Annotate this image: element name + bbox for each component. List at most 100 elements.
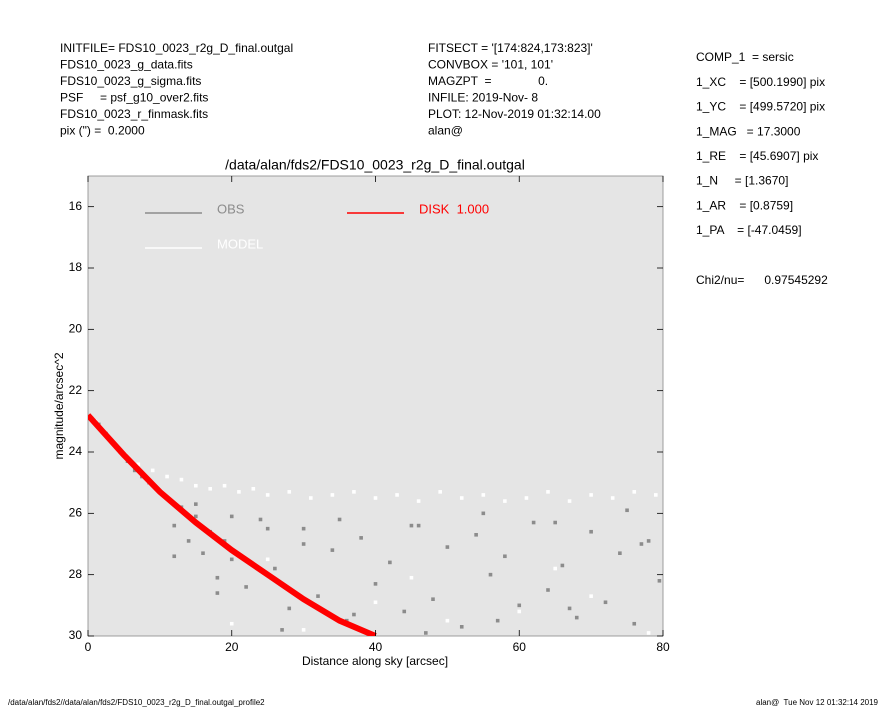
footer-left: /data/alan/fds2//data/alan/fds2/FDS10_00… bbox=[8, 698, 265, 707]
point bbox=[150, 468, 155, 473]
point bbox=[301, 526, 306, 531]
point bbox=[258, 517, 263, 522]
point bbox=[474, 533, 478, 537]
point bbox=[459, 496, 464, 500]
chi2: Chi2/nu= 0.97545292 bbox=[696, 273, 828, 287]
point bbox=[632, 490, 637, 494]
point bbox=[172, 554, 177, 559]
y-tick-label: 20 bbox=[69, 322, 83, 336]
point bbox=[503, 554, 507, 559]
info-left: FDS10_0023_g_sigma.fits bbox=[60, 74, 201, 88]
point bbox=[352, 490, 356, 494]
point bbox=[409, 575, 414, 580]
info-left: pix (") = 0.2000 bbox=[60, 124, 145, 138]
x-tick-label: 0 bbox=[85, 640, 92, 654]
point bbox=[503, 499, 507, 503]
point bbox=[481, 493, 486, 497]
point bbox=[646, 539, 651, 543]
info-right: 1_AR = [0.8759] bbox=[696, 198, 793, 212]
info-middle: alan@ bbox=[428, 124, 463, 138]
point bbox=[409, 523, 414, 528]
info-right: 1_N = [1.3670] bbox=[696, 174, 788, 188]
point bbox=[194, 514, 198, 519]
point bbox=[215, 591, 220, 595]
point bbox=[330, 493, 335, 497]
y-tick-label: 22 bbox=[69, 383, 83, 397]
point bbox=[618, 551, 622, 555]
point bbox=[136, 462, 141, 467]
point bbox=[309, 496, 313, 500]
info-right: 1_YC = [499.5720] pix bbox=[696, 100, 825, 114]
point bbox=[229, 621, 234, 626]
point bbox=[373, 496, 378, 500]
point bbox=[646, 631, 651, 635]
point bbox=[215, 575, 220, 580]
point bbox=[445, 618, 450, 623]
point bbox=[265, 526, 270, 531]
legend-label: DISK 1.000 bbox=[419, 201, 489, 216]
point bbox=[459, 625, 464, 629]
point bbox=[495, 618, 500, 623]
point bbox=[280, 628, 284, 632]
marks bbox=[88, 413, 662, 636]
point bbox=[603, 600, 608, 605]
point bbox=[287, 606, 292, 611]
point bbox=[546, 490, 550, 494]
point bbox=[373, 600, 378, 605]
y-tick-label: 24 bbox=[69, 444, 83, 458]
info-middle: CONVBOX = '101, 101' bbox=[428, 58, 553, 72]
info-right: 1_RE = [45.6907] pix bbox=[696, 149, 818, 163]
info-right: 1_PA = [-47.0459] bbox=[696, 223, 802, 237]
chart-title: /data/alan/fds2/FDS10_0023_r2g_D_final.o… bbox=[225, 157, 525, 173]
point bbox=[488, 572, 493, 577]
point bbox=[567, 499, 572, 503]
info-middle: PLOT: 12-Nov-2019 01:32:14.00 bbox=[428, 107, 601, 121]
point bbox=[388, 560, 392, 565]
info-right: 1_XC = [500.1990] pix bbox=[696, 75, 825, 89]
point bbox=[402, 609, 407, 614]
point bbox=[517, 609, 522, 614]
x-tick-label: 60 bbox=[513, 640, 527, 654]
point bbox=[438, 490, 442, 494]
point bbox=[265, 493, 270, 497]
info-left: INITFILE= FDS10_0023_r2g_D_final.outgal bbox=[60, 41, 293, 55]
plot-area bbox=[87, 175, 664, 637]
point bbox=[208, 487, 212, 491]
info-left: FDS10_0023_g_data.fits bbox=[60, 58, 193, 72]
point bbox=[201, 551, 205, 555]
point bbox=[524, 496, 529, 500]
y-tick-label: 26 bbox=[69, 506, 83, 520]
info-middle: FITSECT = '[174:824,173:823]' bbox=[428, 41, 593, 55]
info-right: 1_MAG = 17.3000 bbox=[696, 124, 801, 138]
point bbox=[287, 490, 292, 494]
x-axis-label: Distance along sky [arcsec] bbox=[302, 654, 448, 668]
legend-label: OBS bbox=[217, 201, 245, 216]
point bbox=[632, 621, 637, 626]
point bbox=[265, 557, 270, 562]
point bbox=[244, 585, 248, 589]
point bbox=[531, 520, 536, 525]
point bbox=[610, 496, 615, 500]
point bbox=[165, 474, 169, 479]
info-middle: INFILE: 2019-Nov- 8 bbox=[428, 91, 538, 105]
x-tick-label: 40 bbox=[369, 640, 383, 654]
point bbox=[517, 603, 522, 608]
point bbox=[589, 529, 593, 534]
y-tick-label: 30 bbox=[69, 628, 83, 642]
point bbox=[625, 508, 629, 513]
info-middle: MAGZPT = 0. bbox=[428, 74, 548, 88]
point bbox=[416, 499, 421, 503]
point bbox=[574, 615, 579, 620]
point bbox=[654, 493, 658, 497]
point bbox=[316, 594, 320, 598]
point bbox=[416, 523, 421, 528]
y-tick-label: 16 bbox=[69, 199, 83, 213]
point bbox=[445, 545, 450, 549]
point bbox=[567, 606, 572, 611]
x-tick-label: 20 bbox=[225, 640, 239, 654]
info-left: PSF = psf_g10_over2.fits bbox=[60, 91, 208, 105]
point bbox=[194, 483, 198, 488]
point bbox=[481, 511, 486, 516]
point bbox=[424, 631, 428, 635]
